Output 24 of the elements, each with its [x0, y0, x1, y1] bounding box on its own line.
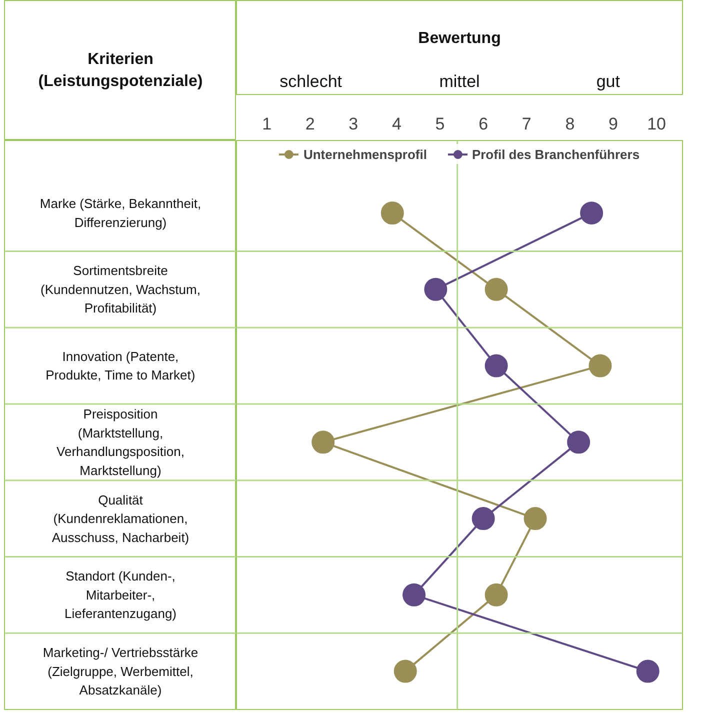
x-tick-label: 9 — [608, 114, 618, 134]
x-tick-label: 8 — [565, 114, 575, 134]
x-tick-label: 10 — [647, 114, 666, 134]
y-tick-label: Qualität (Kundenreklamationen, Ausschuss, Nacharbeit) — [52, 492, 190, 545]
y-axis-title: Kriterien (Leistungspotenziale) — [38, 50, 203, 90]
y-tick-label: Standort (Kunden-, Mitarbeiter-, Lieferantenzugang) — [64, 568, 177, 622]
x-tick-label: 1 — [262, 114, 272, 134]
y-tick-label: Innovation (Patente, Produkte, Time to Market) — [46, 348, 196, 383]
x-tick-label: 6 — [478, 114, 488, 134]
y-tick-label: Sortimentsbreite (Kundennutzen, Wachstum, Profitabilität) — [40, 263, 200, 316]
x-tick-label: 3 — [348, 114, 358, 134]
x-tick-label: 5 — [435, 114, 445, 134]
legend-label: Profil des Branchenführers — [472, 146, 640, 162]
x-tick-label: 7 — [522, 114, 532, 134]
y-tick-label: Marketing-/ Vertriebsstärke (Zielgruppe, Werbemittel, Absatzkanäle) — [42, 645, 198, 698]
y-tick-label: Preisposition (Marktstellung, Verhandlungsposition, Marktstellung) — [56, 406, 184, 478]
y-tick-label: Marke (Stärke, Bekanntheit, Differenzierung) — [40, 196, 202, 230]
text: mittel — [439, 72, 480, 91]
text: gut — [596, 72, 620, 91]
legend-label: Unternehmensprofil — [303, 146, 427, 162]
x-tick-label: 2 — [305, 114, 315, 134]
chart-title: Bewertung — [418, 30, 501, 47]
x-tick-label: 4 — [392, 114, 402, 134]
text: schlecht — [280, 72, 342, 91]
